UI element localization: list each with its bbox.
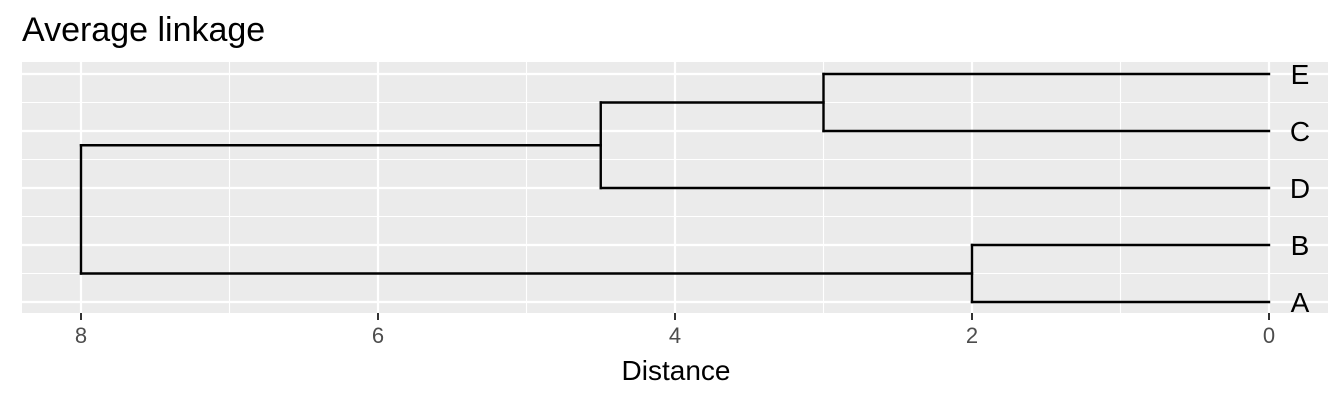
x-tick-label: 2 — [966, 323, 978, 348]
x-axis-title: Distance — [622, 355, 731, 386]
leaf-label: C — [1290, 116, 1310, 147]
leaf-label: D — [1290, 173, 1310, 204]
chart-title: Average linkage — [22, 11, 265, 49]
leaf-label: B — [1291, 230, 1310, 261]
dendrogram-tree — [79, 72, 1271, 304]
x-axis: 8 6 4 2 0 — [75, 313, 1275, 348]
leaf-label: A — [1291, 287, 1310, 318]
x-tick-label: 6 — [372, 323, 384, 348]
x-tick-label: 0 — [1263, 323, 1275, 348]
x-tick-label: 8 — [75, 323, 87, 348]
x-tick-label: 4 — [669, 323, 681, 348]
leaf-label: E — [1291, 59, 1310, 90]
